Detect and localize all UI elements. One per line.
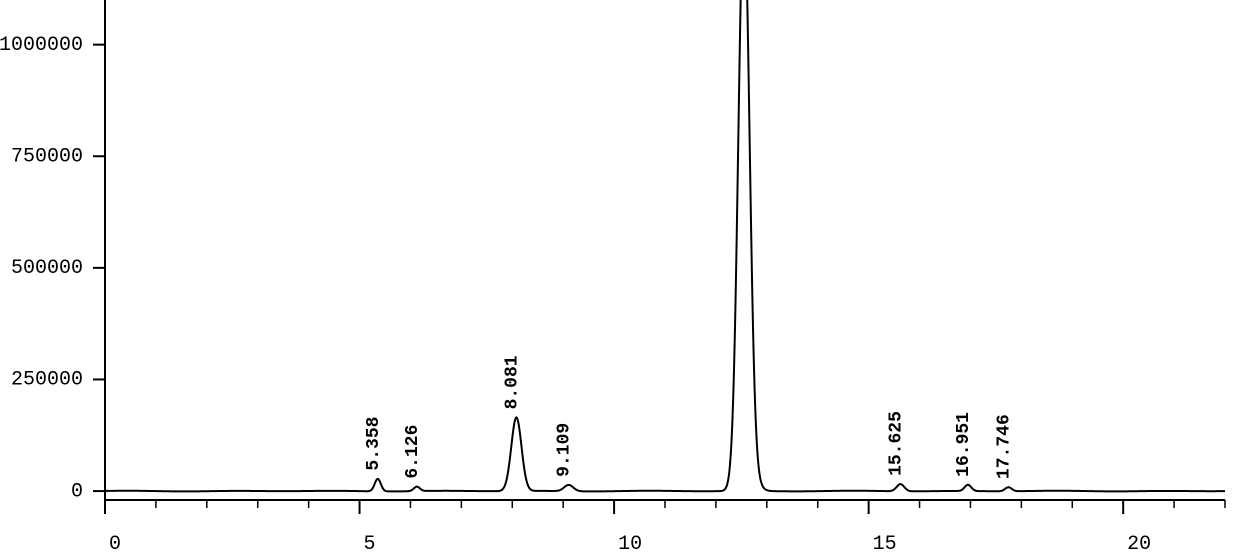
y-tick-label: 0	[71, 480, 83, 503]
peak-label: 6.126	[403, 425, 423, 479]
peak-label: 15.625	[886, 411, 906, 476]
y-tick-label: 1000000	[0, 34, 83, 57]
trace-line	[105, 0, 1225, 491]
x-tick-label: 5	[364, 533, 376, 553]
peak-label: 8.081	[502, 355, 522, 409]
y-tick-label: 750000	[11, 146, 83, 169]
peak-label: 16.951	[954, 412, 974, 477]
peak-label: 5.358	[364, 417, 384, 471]
x-tick-label: 10	[618, 533, 642, 553]
peak-label: 17.746	[994, 414, 1014, 479]
x-tick-label: 20	[1127, 533, 1151, 553]
y-tick-label: 250000	[11, 369, 83, 392]
y-tick-label: 500000	[11, 257, 83, 280]
x-tick-label: 15	[873, 533, 897, 553]
chart-svg: 0 250000 500000 750000 1000000 0 5 10 15 20 5.358 6…	[0, 0, 1240, 553]
x-tick-label: 0	[109, 533, 121, 553]
chromatogram-chart: 0 250000 500000 750000 1000000 0 5 10 15 20 5.358 6…	[0, 0, 1240, 553]
peak-label: 9.109	[555, 423, 575, 477]
